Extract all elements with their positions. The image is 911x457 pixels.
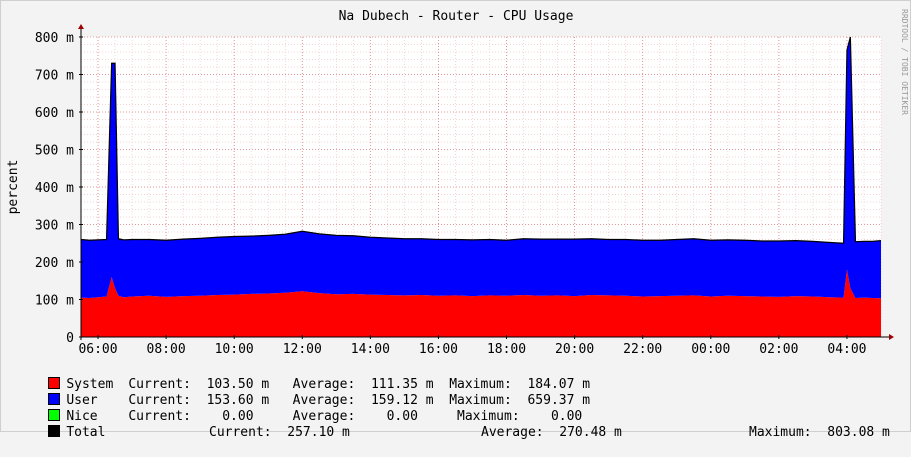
legend-name-nice: Nice xyxy=(66,409,98,424)
y-tick-label: 300 m xyxy=(35,219,74,234)
x-tick-label: 18:00 xyxy=(487,342,526,357)
x-tick-label: 12:00 xyxy=(283,342,322,357)
legend-name-total: Total xyxy=(66,425,106,440)
legend-row-total: Total Current: 257.10 m Average: 270.48 m M… xyxy=(17,409,897,440)
legend-stats-nice: Current: 0.00 Average: 0.00 Maximum: 0.0… xyxy=(128,409,583,424)
legend-stats-system: Current: 103.50 m Average: 111.35 m Maxi… xyxy=(128,377,591,392)
total-line xyxy=(80,36,882,244)
area-user xyxy=(81,37,881,299)
chart-canvas: Na Dubech - Router - CPU Usage percent R… xyxy=(6,9,909,357)
total-current: Current: 257.10 m xyxy=(209,425,350,440)
x-tick-label: 22:00 xyxy=(623,342,662,357)
x-tick-label: 14:00 xyxy=(351,342,390,357)
y-tick-label: 800 m xyxy=(35,31,74,46)
x-tick-label: 04:00 xyxy=(827,342,866,357)
legend-stats-user: Current: 153.60 m Average: 159.12 m Maxi… xyxy=(128,393,591,408)
x-tick-label: 00:00 xyxy=(691,342,730,357)
y-tick-label: 500 m xyxy=(35,144,74,159)
user-color-swatch xyxy=(48,393,61,405)
y-tick-label: 200 m xyxy=(35,256,74,271)
y-axis-arrow xyxy=(78,24,84,29)
legend-row-nice: Nice Current: 0.00 Average: 0.00 Maximum:… xyxy=(17,393,582,424)
y-tick-label: 400 m xyxy=(35,181,74,196)
legend-row-user: User Current: 153.60 m Average: 159.12 m … xyxy=(17,377,590,408)
x-tick-label: 08:00 xyxy=(147,342,186,357)
y-tick-label: 700 m xyxy=(35,69,74,84)
total-maximum: Maximum: 803.08 m xyxy=(749,425,890,440)
x-tick-label: 20:00 xyxy=(555,342,594,357)
x-tick-label: 10:00 xyxy=(215,342,254,357)
chart-title: Na Dubech - Router - CPU Usage xyxy=(339,9,574,24)
rrdtool-watermark: RRDTOOL / TOBI OETIKER xyxy=(900,9,909,115)
total-color-swatch xyxy=(48,425,61,437)
legend-name-user: User xyxy=(66,393,98,408)
legend-name-system: System xyxy=(66,377,114,392)
y-axis-label: percent xyxy=(6,160,21,215)
x-tick-label: 06:00 xyxy=(78,342,117,357)
y-tick-label: 600 m xyxy=(35,106,74,121)
x-axis-arrow xyxy=(889,334,894,340)
data-areas xyxy=(80,36,882,337)
nice-color-swatch xyxy=(48,409,61,421)
legend-row-system: System Current: 103.50 m Average: 111.35 … xyxy=(17,361,590,392)
y-tick-label: 0 xyxy=(66,331,74,346)
rrd-graph: Na Dubech - Router - CPU Usage percent R… xyxy=(0,0,911,440)
total-average: Average: 270.48 m xyxy=(481,425,622,440)
x-tick-label: 16:00 xyxy=(419,342,458,357)
x-tick-labels: 06:00 08:00 10:00 12:00 14:00 16:00 18:00 20:00… xyxy=(78,342,866,357)
x-tick-label: 02:00 xyxy=(759,342,798,357)
y-tick-label: 100 m xyxy=(35,294,74,309)
y-tick-labels: 0 100 m 200 m 300 m 400 m 500 m 600 m 700 m 800 … xyxy=(35,31,74,346)
system-color-swatch xyxy=(48,377,61,389)
area-system xyxy=(81,269,881,337)
axes xyxy=(78,24,894,340)
